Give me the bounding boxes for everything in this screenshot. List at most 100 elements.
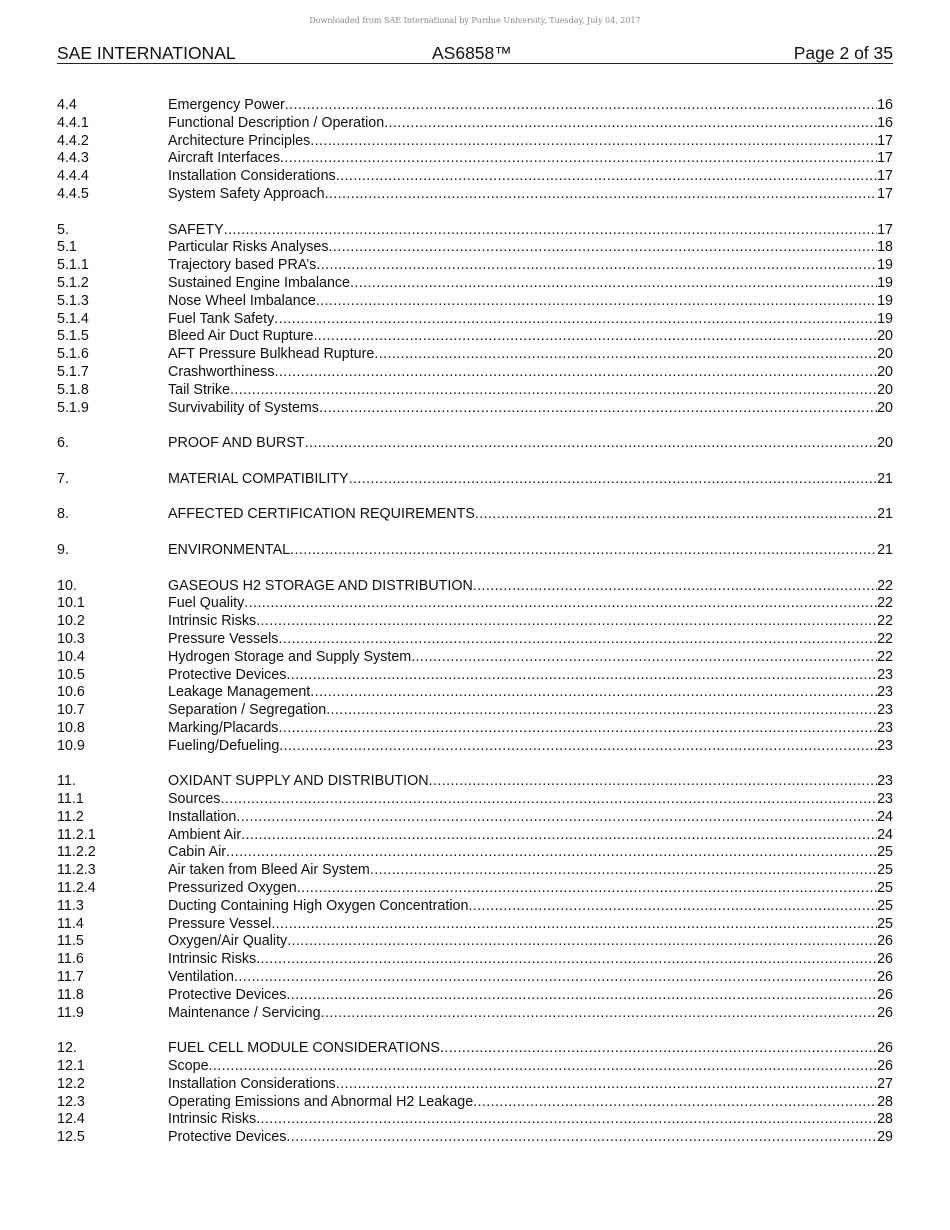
section-title[interactable]: SAFETY (168, 221, 224, 238)
toc-entry[interactable]: 12.5 Protective Devices 29 (57, 1129, 893, 1147)
section-title[interactable]: Ventilation (168, 969, 234, 986)
section-title[interactable]: Separation / Segregation (168, 702, 327, 719)
section-title[interactable]: Protective Devices (168, 986, 287, 1003)
toc-entry[interactable]: 4.4 Emergency Power 16 (57, 97, 893, 115)
section-title[interactable]: Cabin Air (168, 844, 227, 861)
section-title[interactable]: Pressure Vessels (168, 630, 279, 647)
section-title[interactable]: Architecture Principles (168, 132, 311, 149)
toc-entry[interactable]: 10.4 Hydrogen Storage and Supply System 22 (57, 649, 893, 667)
toc-entry[interactable]: 5.1 Particular Risks Analyses 18 (57, 239, 893, 257)
toc-entry[interactable]: 10.8 Marking/Placards 23 (57, 720, 893, 738)
section-title[interactable]: FUEL CELL MODULE CONSIDERATIONS (168, 1040, 440, 1057)
toc-entry[interactable]: 11.3 Ducting Containing High Oxygen Conce… (57, 898, 893, 916)
section-title[interactable]: Oxygen/Air Quality (168, 933, 288, 950)
section-title[interactable]: Crashworthiness (168, 363, 275, 380)
section-title[interactable]: GASEOUS H2 STORAGE AND DISTRIBUTION (168, 577, 473, 594)
toc-entry[interactable]: 12. FUEL CELL MODULE CONSIDERATIONS 26 (57, 1040, 893, 1058)
toc-entry[interactable]: 11.6 Intrinsic Risks 26 (57, 951, 893, 969)
toc-entry[interactable]: 11.2.3 Air taken from Bleed Air System 25 (57, 862, 893, 880)
section-title[interactable]: Aircraft Interfaces (168, 150, 281, 167)
toc-entry[interactable]: 5.1.5 Bleed Air Duct Rupture 20 (57, 328, 893, 346)
toc-entry[interactable]: 10. GASEOUS H2 STORAGE AND DISTRIBUTION 22 (57, 578, 893, 596)
section-title[interactable]: OXIDANT SUPPLY AND DISTRIBUTION (168, 773, 429, 790)
toc-entry[interactable]: 11.2.2 Cabin Air 25 (57, 844, 893, 862)
toc-entry[interactable]: 5.1.8 Tail Strike 20 (57, 382, 893, 400)
toc-entry[interactable]: 11.2 Installation 24 (57, 809, 893, 827)
toc-entry[interactable]: 7. MATERIAL COMPATIBILITY 21 (57, 471, 893, 489)
section-title[interactable]: ENVIRONMENTAL (168, 541, 291, 558)
toc-entry[interactable]: 10.2 Intrinsic Risks 22 (57, 613, 893, 631)
section-title[interactable]: Scope (168, 1058, 209, 1075)
toc-entry[interactable]: 5.1.9 Survivability of Systems 20 (57, 400, 893, 418)
section-title[interactable]: Tail Strike (168, 381, 230, 398)
section-title[interactable]: Fuel Tank Safety (168, 310, 275, 327)
toc-entry[interactable]: 5. SAFETY 17 (57, 222, 893, 240)
toc-entry[interactable]: 11.1 Sources 23 (57, 791, 893, 809)
toc-entry[interactable]: 4.4.2 Architecture Principles 17 (57, 133, 893, 151)
toc-entry[interactable]: 11.2.4 Pressurized Oxygen 25 (57, 880, 893, 898)
section-title[interactable]: Ambient Air (168, 826, 242, 843)
section-title[interactable]: Fueling/Defueling (168, 737, 280, 754)
section-title[interactable]: Pressurized Oxygen (168, 880, 297, 897)
section-title[interactable]: Leakage Management (168, 684, 311, 701)
section-title[interactable]: Trajectory based PRA’s (168, 257, 317, 274)
toc-entry[interactable]: 11.8 Protective Devices 26 (57, 987, 893, 1005)
toc-entry[interactable]: 5.1.2 Sustained Engine Imbalance 19 (57, 275, 893, 293)
section-title[interactable]: Fuel Quality (168, 595, 245, 612)
toc-entry[interactable]: 11.5 Oxygen/Air Quality 26 (57, 933, 893, 951)
section-title[interactable]: Operating Emissions and Abnormal H2 Leak… (168, 1093, 474, 1110)
toc-entry[interactable]: 10.6 Leakage Management 23 (57, 684, 893, 702)
section-title[interactable]: Intrinsic Risks (168, 613, 257, 630)
toc-entry[interactable]: 11.7 Ventilation 26 (57, 969, 893, 987)
section-title[interactable]: Hydrogen Storage and Supply System (168, 648, 412, 665)
section-title[interactable]: Survivability of Systems (168, 399, 319, 416)
toc-entry[interactable]: 12.4 Intrinsic Risks 28 (57, 1111, 893, 1129)
section-title[interactable]: PROOF AND BURST (168, 435, 305, 452)
section-title[interactable]: Nose Wheel Imbalance (168, 292, 316, 309)
toc-entry[interactable]: 4.4.4 Installation Considerations 17 (57, 168, 893, 186)
section-title[interactable]: AFFECTED CERTIFICATION REQUIREMENTS (168, 506, 475, 523)
section-title[interactable]: MATERIAL COMPATIBILITY (168, 470, 349, 487)
toc-entry[interactable]: 5.1.4 Fuel Tank Safety 19 (57, 311, 893, 329)
section-title[interactable]: Pressure Vessel (168, 915, 272, 932)
toc-entry[interactable]: 4.4.1 Functional Description / Operation 1… (57, 115, 893, 133)
section-title[interactable]: Functional Description / Operation (168, 114, 385, 131)
toc-entry[interactable]: 5.1.3 Nose Wheel Imbalance 19 (57, 293, 893, 311)
toc-entry[interactable]: 10.5 Protective Devices 23 (57, 667, 893, 685)
section-title[interactable]: Installation Considerations (168, 168, 336, 185)
section-title[interactable]: Bleed Air Duct Rupture (168, 328, 314, 345)
section-title[interactable]: System Safety Approach (168, 185, 325, 202)
toc-entry[interactable]: 11. OXIDANT SUPPLY AND DISTRIBUTION 23 (57, 773, 893, 791)
section-title[interactable]: Intrinsic Risks (168, 1111, 257, 1128)
toc-entry[interactable]: 11.4 Pressure Vessel 25 (57, 916, 893, 934)
toc-entry[interactable]: 5.1.6 AFT Pressure Bulkhead Rupture 20 (57, 346, 893, 364)
section-title[interactable]: Sustained Engine Imbalance (168, 274, 351, 291)
toc-entry[interactable]: 5.1.7 Crashworthiness 20 (57, 364, 893, 382)
toc-entry[interactable]: 10.7 Separation / Segregation 23 (57, 702, 893, 720)
toc-entry[interactable]: 10.1 Fuel Quality 22 (57, 595, 893, 613)
toc-entry[interactable]: 11.9 Maintenance / Servicing 26 (57, 1005, 893, 1023)
toc-entry[interactable]: 4.4.5 System Safety Approach 17 (57, 186, 893, 204)
toc-entry[interactable]: 5.1.1 Trajectory based PRA’s 19 (57, 257, 893, 275)
toc-entry[interactable]: 12.2 Installation Considerations 27 (57, 1076, 893, 1094)
section-title[interactable]: Protective Devices (168, 666, 287, 683)
section-title[interactable]: Air taken from Bleed Air System (168, 862, 370, 879)
section-title[interactable]: Sources (168, 791, 221, 808)
section-title[interactable]: AFT Pressure Bulkhead Rupture (168, 346, 375, 363)
section-title[interactable]: Installation Considerations (168, 1075, 336, 1092)
section-title[interactable]: Installation (168, 808, 237, 825)
toc-entry[interactable]: 6. PROOF AND BURST 20 (57, 435, 893, 453)
toc-entry[interactable]: 8. AFFECTED CERTIFICATION REQUIREMENTS 21 (57, 506, 893, 524)
toc-entry[interactable]: 12.3 Operating Emissions and Abnormal H2 … (57, 1094, 893, 1112)
section-title[interactable]: Intrinsic Risks (168, 951, 257, 968)
section-title[interactable]: Emergency Power (168, 97, 285, 113)
toc-entry[interactable]: 10.3 Pressure Vessels 22 (57, 631, 893, 649)
toc-entry[interactable]: 4.4.3 Aircraft Interfaces 17 (57, 150, 893, 168)
section-title[interactable]: Marking/Placards (168, 719, 279, 736)
toc-entry[interactable]: 12.1 Scope 26 (57, 1058, 893, 1076)
toc-entry[interactable]: 10.9 Fueling/Defueling 23 (57, 738, 893, 756)
section-title[interactable]: Protective Devices (168, 1129, 287, 1146)
toc-entry[interactable]: 11.2.1 Ambient Air 24 (57, 827, 893, 845)
toc-entry[interactable]: 9. ENVIRONMENTAL 21 (57, 542, 893, 560)
section-title[interactable]: Ducting Containing High Oxygen Concentra… (168, 897, 469, 914)
